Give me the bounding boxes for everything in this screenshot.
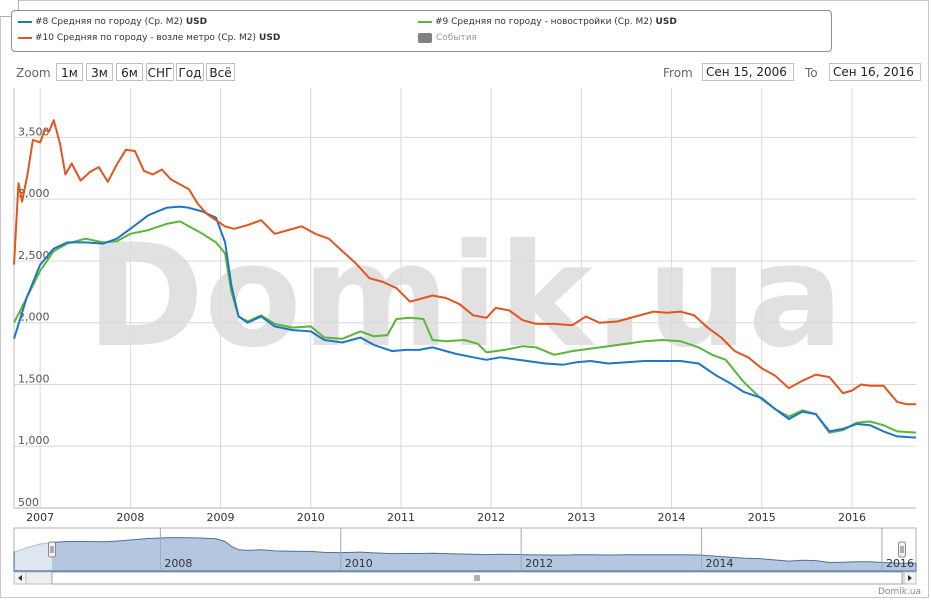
legend-item-series-8[interactable]: #8 Средняя по городу (Ср. М2) USD — [18, 17, 207, 27]
y-tick-label: 2,000 — [18, 311, 50, 324]
x-tick-label: 2007 — [26, 511, 54, 524]
x-tick-label: 2016 — [838, 511, 866, 524]
legend-unit: USD — [655, 17, 677, 27]
legend-item-series-9[interactable]: #9 Средняя по городу - новостройки (Ср. … — [418, 17, 677, 27]
navigator-year-label: 2014 — [706, 557, 734, 570]
events-swatch — [418, 33, 432, 43]
credit-link[interactable]: Domik.ua — [878, 587, 921, 597]
from-date-input[interactable]: Сен 15, 2006 — [702, 63, 794, 81]
series-line-10 — [13, 119, 916, 406]
series-line-8 — [13, 205, 917, 439]
legend-unit: USD — [259, 33, 281, 43]
x-tick-label: 2008 — [116, 511, 144, 524]
to-date-input[interactable]: Сен 16, 2016 — [829, 63, 921, 81]
zoom-1m-button[interactable]: 1м — [56, 63, 83, 81]
legend-label: #9 Средняя по городу - новостройки (Ср. … — [435, 17, 653, 27]
zoom-label: Zoom — [16, 66, 51, 80]
navigator-year-label: 2010 — [345, 557, 373, 570]
scroll-right-arrow-icon — [908, 575, 912, 581]
chart-legend: #8 Средняя по городу (Ср. М2) USD #10 Ср… — [11, 10, 832, 52]
navigator-right-handle[interactable] — [898, 541, 906, 558]
navigator-year-label: 2008 — [164, 557, 192, 570]
y-tick-label: 2,500 — [18, 249, 50, 262]
navigator-year-label: 2016 — [886, 557, 914, 570]
y-tick-label: 3,000 — [18, 187, 50, 200]
x-tick-label: 2014 — [658, 511, 686, 524]
navigator-area — [13, 537, 917, 572]
series-10-swatch — [18, 37, 32, 39]
y-tick-label: 500 — [18, 496, 39, 509]
legend-item-events[interactable]: События — [418, 33, 477, 43]
x-tick-label: 2012 — [477, 511, 505, 524]
navigator-year-label: 2012 — [525, 557, 553, 570]
navigator-mask — [15, 529, 52, 570]
zoom-all-button[interactable]: Всё — [206, 63, 235, 81]
x-tick-label: 2009 — [207, 511, 235, 524]
y-tick-label: 1,500 — [18, 372, 50, 385]
y-tick-label: 1,000 — [18, 434, 50, 447]
legend-unit: USD — [185, 17, 208, 27]
watermark: Domik.ua — [86, 214, 843, 379]
to-label: To — [805, 66, 818, 80]
y-tick-label: 3,500 — [18, 125, 50, 138]
from-label: From — [663, 66, 693, 80]
x-tick-label: 2013 — [567, 511, 595, 524]
x-tick-label: 2011 — [387, 511, 415, 524]
zoom-6m-button[interactable]: 6м — [116, 63, 143, 81]
series-9-swatch — [418, 21, 432, 23]
navigator-left-handle[interactable] — [48, 541, 56, 558]
legend-item-series-10[interactable]: #10 Средняя по городу - возле метро (Ср.… — [18, 33, 280, 43]
x-tick-label: 2010 — [297, 511, 325, 524]
zoom-1y-button[interactable]: Год — [176, 63, 204, 81]
legend-label: #8 Средняя по городу (Ср. М2) — [35, 17, 183, 27]
x-tick-label: 2015 — [748, 511, 776, 524]
zoom-3m-button[interactable]: 3м — [86, 63, 113, 81]
legend-label: События — [436, 33, 477, 43]
scroll-left-arrow-icon — [18, 575, 22, 581]
legend-label: #10 Средняя по городу - возле метро (Ср.… — [35, 33, 257, 43]
series-8-swatch — [18, 21, 32, 23]
zoom-ytd-button[interactable]: СНГ — [146, 63, 174, 81]
